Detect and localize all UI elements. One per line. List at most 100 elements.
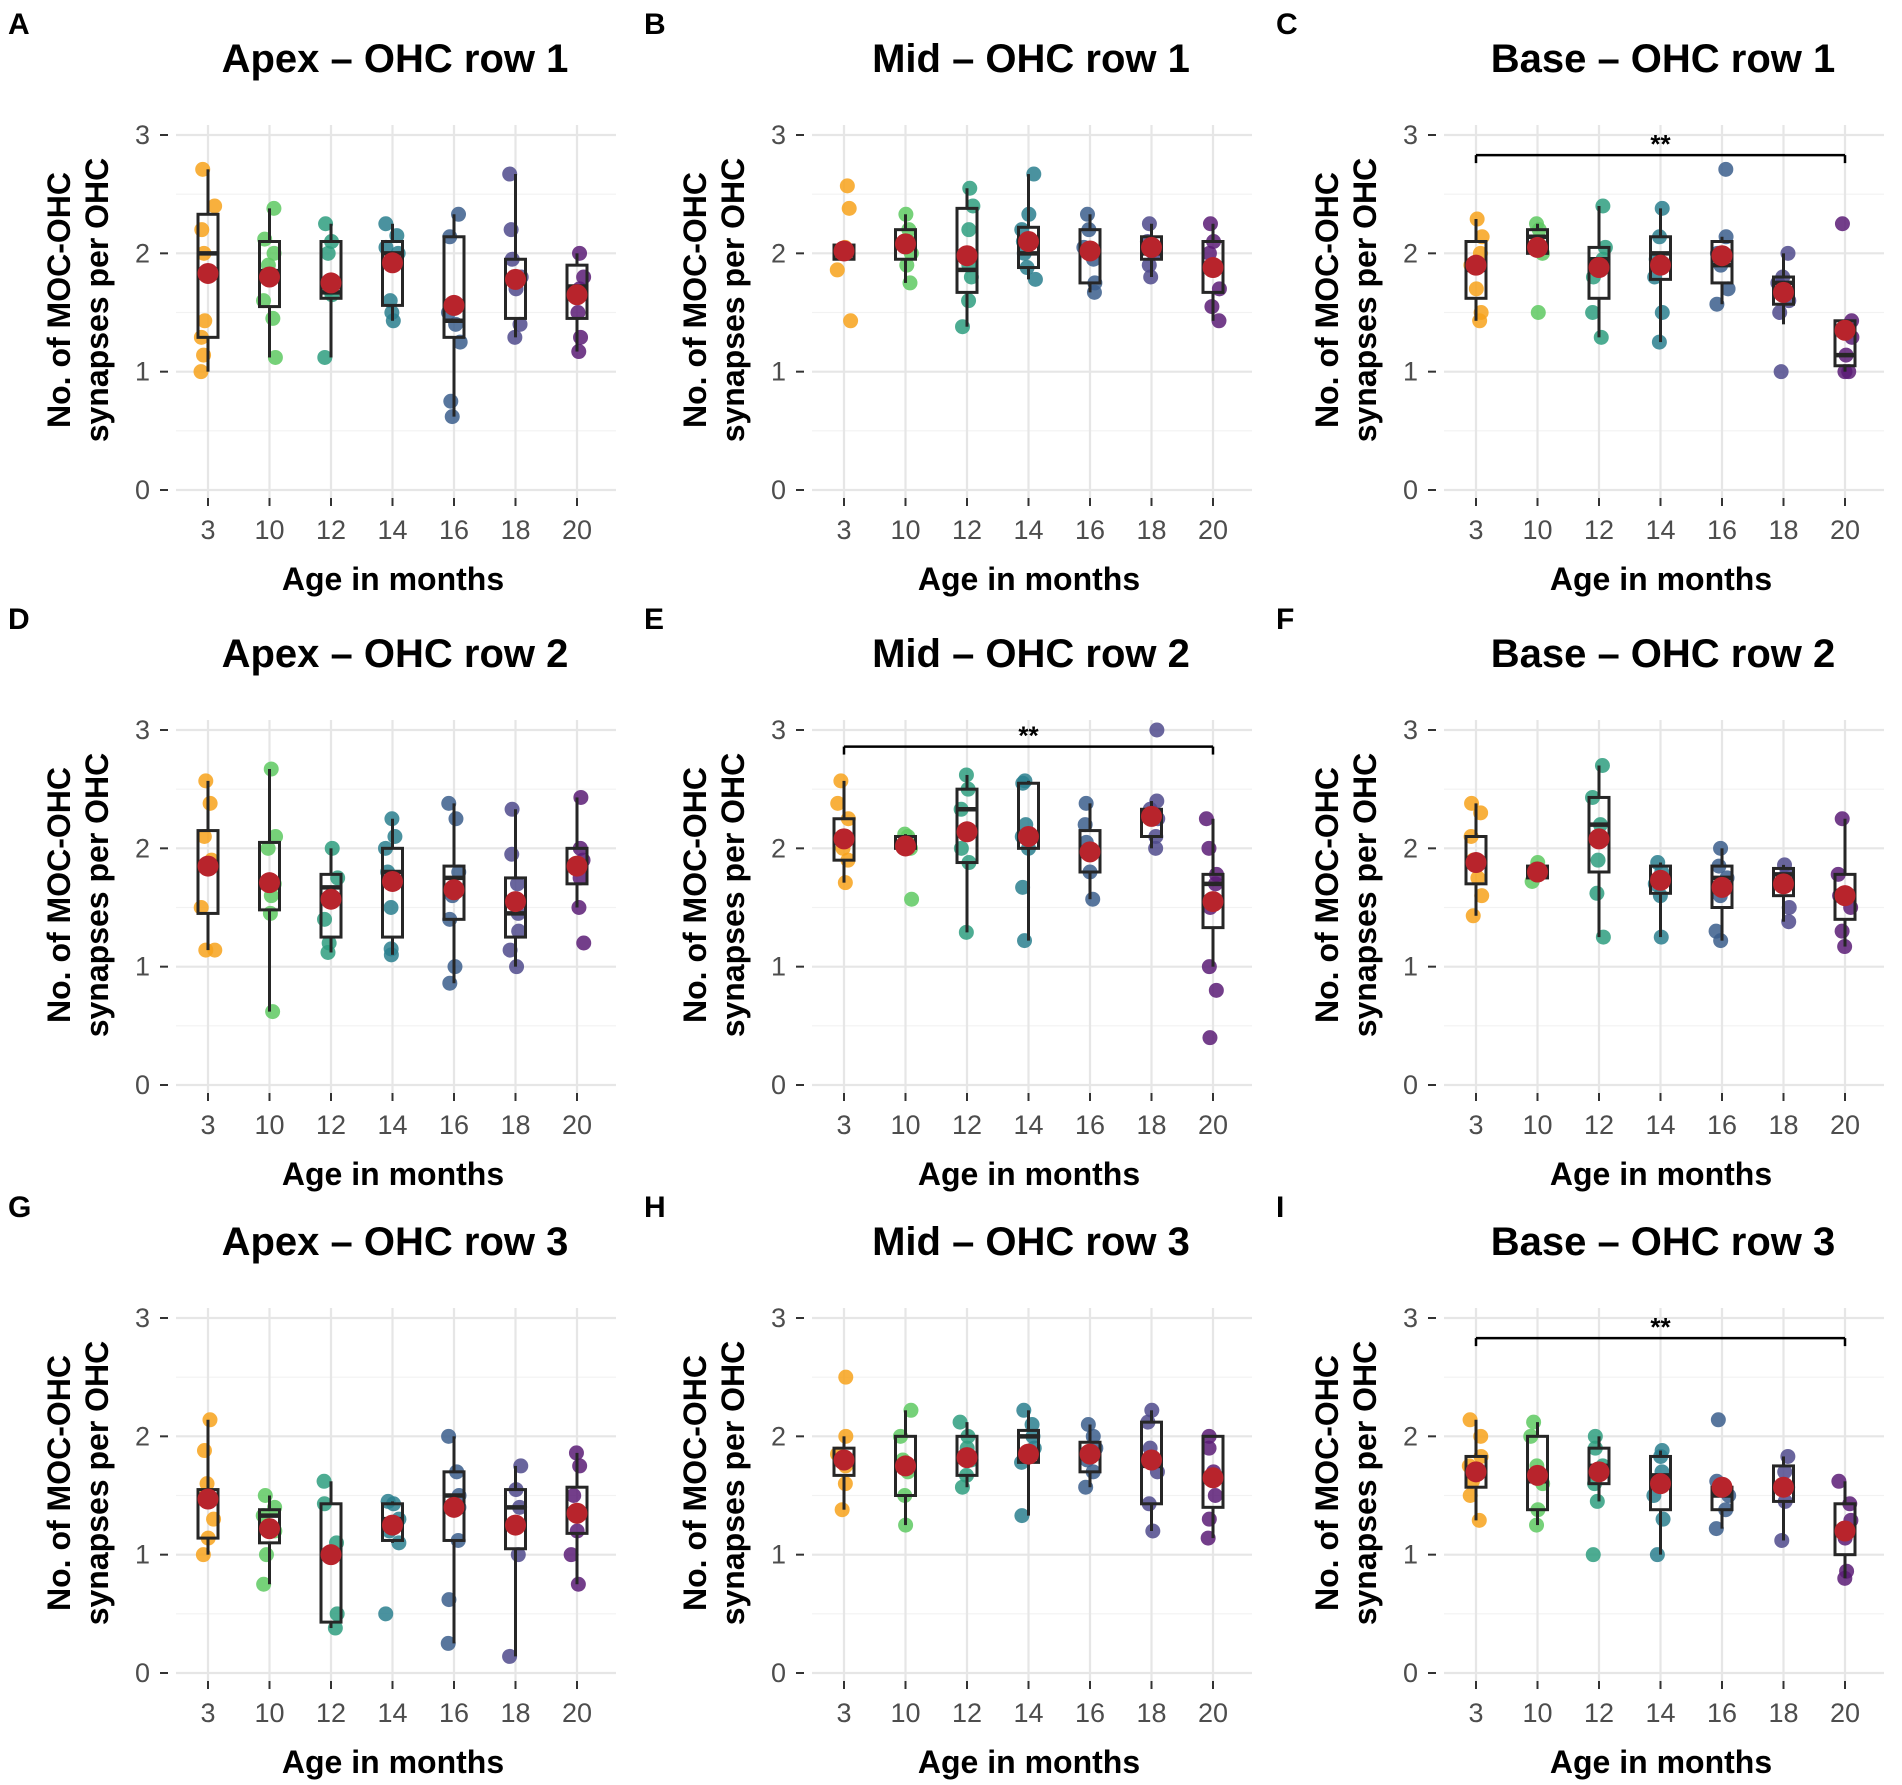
data-point: [1026, 166, 1042, 182]
x-tick-label: 12: [1584, 1698, 1614, 1728]
x-tick-label: 14: [1013, 1698, 1043, 1728]
mean-marker: [259, 1518, 280, 1540]
y-tick-label: 1: [135, 357, 150, 387]
x-tick-label: 12: [952, 1698, 982, 1728]
mean-marker: [1773, 1476, 1794, 1498]
y-axis-title-line1: No. of MOC-OHC: [677, 767, 713, 1023]
x-tick-label: 12: [316, 1110, 346, 1140]
data-point: [1718, 161, 1734, 177]
y-tick-label: 3: [1403, 120, 1418, 150]
y-axis-title-line2: synapses per OHC: [1347, 1341, 1383, 1626]
mean-marker: [1834, 319, 1856, 341]
y-axis-title: No. of MOC-OHC synapses per OHC: [1309, 753, 1383, 1038]
data-point: [572, 1458, 588, 1474]
y-tick-label: 0: [1403, 1070, 1418, 1100]
data-point: [1653, 929, 1669, 945]
group-age-14: [1647, 855, 1672, 945]
box: [319, 240, 343, 300]
mean-marker: [833, 240, 855, 262]
data-point: [1198, 811, 1214, 827]
group-age-14: [378, 811, 404, 963]
significance-label: **: [1650, 1312, 1671, 1342]
y-tick-label: 1: [771, 952, 786, 982]
x-tick-label: 10: [1522, 515, 1552, 545]
mean-marker: [1465, 1461, 1487, 1483]
mean-marker: [1527, 236, 1548, 258]
box: [1587, 795, 1611, 874]
x-tick-label: 20: [1198, 1698, 1228, 1728]
mean-marker: [566, 284, 588, 306]
y-axis-title-line1: No. of MOC-OHC: [677, 1355, 713, 1611]
data-point: [1462, 1488, 1478, 1503]
box: [1772, 1464, 1795, 1503]
y-tick-label: 2: [1403, 833, 1418, 863]
box: [504, 257, 527, 320]
y-axis-title-line1: No. of MOC-OHC: [41, 172, 77, 428]
data-point: [1202, 1030, 1218, 1046]
data-point: [502, 942, 518, 958]
mean-marker: [320, 888, 342, 910]
data-point: [1470, 870, 1486, 886]
y-tick-label: 1: [1403, 952, 1418, 982]
y-tick-label: 2: [1403, 1421, 1418, 1451]
x-tick-label: 10: [890, 1110, 920, 1140]
x-tick-label: 14: [377, 1698, 407, 1728]
group-age-20: [1200, 1428, 1225, 1546]
significance-label: **: [1018, 721, 1039, 751]
x-tick-label: 16: [1075, 515, 1105, 545]
data-point: [963, 269, 979, 285]
significance-label: **: [1650, 129, 1671, 159]
mean-marker: [1650, 1473, 1671, 1495]
group-age-12: [316, 1473, 345, 1636]
data-point: [572, 245, 588, 261]
mean-marker: [320, 272, 342, 294]
y-axis-title-line2: synapses per OHC: [79, 1341, 115, 1626]
data-point: [193, 364, 209, 380]
x-tick-label: 12: [1584, 1110, 1614, 1140]
data-point: [263, 761, 279, 777]
data-point: [317, 349, 333, 365]
y-axis-title: No. of MOC-OHC synapses per OHC: [677, 753, 751, 1038]
group-age-14: [1646, 1443, 1672, 1563]
mean-marker: [1202, 1467, 1224, 1489]
x-tick-label: 14: [1013, 1110, 1043, 1140]
mean-marker: [197, 855, 219, 877]
data-point: [324, 840, 340, 856]
group-age-3: [193, 161, 223, 380]
y-tick-label: 3: [771, 1303, 786, 1333]
x-tick-label: 18: [500, 1698, 530, 1728]
group-age-16: [1076, 206, 1103, 300]
data-point: [1015, 879, 1031, 895]
data-point: [1141, 257, 1157, 273]
data-point: [440, 1635, 456, 1651]
data-point: [833, 773, 849, 789]
data-point: [391, 1535, 407, 1551]
group-age-16: [1708, 1412, 1737, 1537]
group-age-12: [317, 840, 346, 960]
data-point: [1590, 852, 1606, 868]
x-axis-title: Age in months: [282, 1156, 504, 1192]
data-point: [1589, 1493, 1605, 1509]
data-point: [1781, 900, 1797, 915]
y-tick-label: 1: [771, 1540, 786, 1570]
data-point: [1468, 281, 1484, 297]
panel-letter: F: [1276, 603, 1294, 636]
panel-letter: H: [644, 1191, 666, 1224]
data-point: [841, 200, 857, 216]
y-axis-title: No. of MOC-OHC synapses per OHC: [1309, 158, 1383, 443]
box: [1201, 1434, 1225, 1509]
data-point: [961, 293, 977, 309]
data-point: [265, 1004, 281, 1020]
group-age-14: [1014, 1402, 1042, 1524]
y-tick-label: 3: [135, 120, 150, 150]
mean-marker: [1079, 1443, 1101, 1465]
data-point: [195, 161, 211, 177]
data-point: [513, 1458, 529, 1474]
data-point: [1834, 216, 1850, 232]
x-tick-label: 3: [836, 515, 851, 545]
data-point: [1149, 793, 1165, 809]
data-point: [196, 1443, 212, 1459]
x-axis-title: Age in months: [1550, 1744, 1772, 1780]
